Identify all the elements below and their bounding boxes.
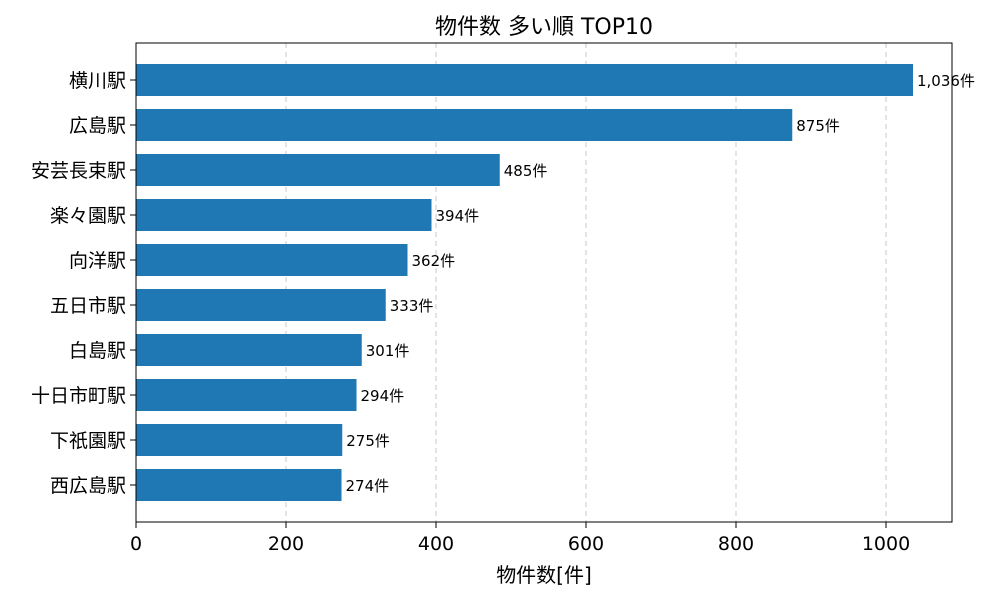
category-label: 横川駅: [69, 70, 126, 92]
value-label: 875件: [796, 117, 840, 135]
bar: [136, 424, 343, 456]
bar: [136, 64, 913, 96]
plot-frame: [135, 42, 953, 523]
x-tick-label: 800: [718, 533, 754, 555]
chart-title: 物件数 多い順 TOP10: [435, 15, 653, 40]
x-tick-label: 600: [568, 533, 604, 555]
bar: [136, 289, 386, 321]
bar: [136, 244, 408, 276]
x-tick-label: 1000: [862, 533, 910, 555]
category-label: 安芸長束駅: [31, 160, 126, 182]
category-label: 向洋駅: [69, 250, 126, 272]
bar: [136, 109, 793, 141]
bar: [136, 199, 432, 231]
bar: [136, 379, 357, 411]
value-label: 485件: [504, 162, 548, 180]
x-tick-label: 400: [418, 533, 454, 555]
bar: [136, 154, 500, 186]
category-label: 広島駅: [69, 115, 126, 137]
bar: [136, 469, 342, 501]
category-label: 西広島駅: [50, 475, 126, 497]
category-label: 五日市駅: [50, 295, 126, 317]
value-label: 275件: [346, 432, 390, 450]
category-label: 下祇園駅: [50, 430, 126, 452]
x-axis-label: 物件数[件]: [496, 563, 592, 587]
category-label: 楽々園駅: [50, 205, 126, 227]
value-label: 362件: [412, 252, 456, 270]
bar-layer: [136, 64, 913, 501]
bar: [136, 334, 362, 366]
value-label: 333件: [390, 297, 434, 315]
x-tick-label: 0: [130, 533, 142, 555]
tick-layer: 0 200 400 600 800 1000: [130, 79, 910, 555]
value-label: 394件: [436, 207, 480, 225]
category-label: 十日市町駅: [31, 385, 126, 407]
x-tick-label: 200: [268, 533, 304, 555]
value-label: 301件: [366, 342, 410, 360]
category-label: 白島駅: [69, 340, 126, 362]
value-label: 294件: [361, 387, 405, 405]
value-label: 274件: [346, 477, 390, 495]
value-label: 1,036件: [917, 72, 975, 90]
